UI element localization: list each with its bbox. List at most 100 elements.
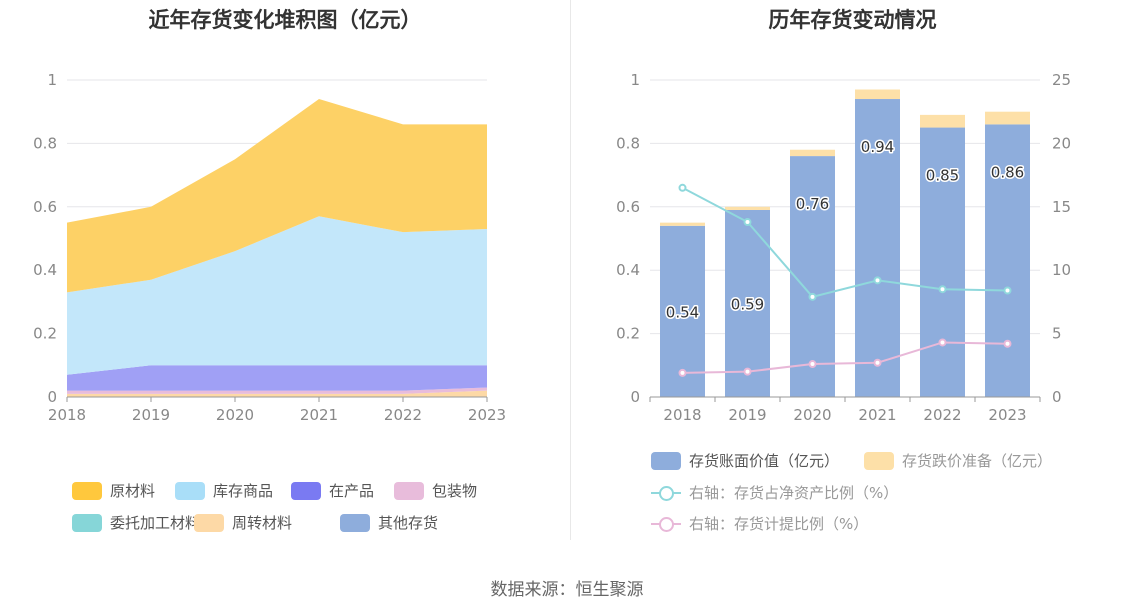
legend-label: 右轴：存货计提比例（%） (689, 515, 869, 533)
inventory-bar-line-panel: 历年存货变动情况 0 0.2 0.4 0.6 0.8 1 0 5 10 15 20 25 0.54 0.5… (571, 0, 1134, 545)
legend-swatch (651, 451, 681, 470)
x-tick-label: 2023 (468, 406, 506, 424)
line-point (808, 360, 817, 369)
line-右轴：存货占净资产比例（%） (682, 186, 1008, 298)
bar-存货跌价准备（亿元） (660, 222, 705, 226)
x-tick-label: 2021 (300, 406, 338, 424)
legend-label: 委托加工材料 (110, 514, 201, 532)
legend-swatch (194, 513, 224, 532)
area-series-库存商品 (67, 216, 487, 375)
y-tick-label: 1 (630, 71, 640, 89)
legend-swatch (340, 513, 370, 532)
area-series-包装物 (67, 387, 487, 394)
bar-存货跌价准备（亿元） (790, 149, 835, 157)
x-tick-label: 2022 (923, 406, 961, 424)
legend-item[interactable]: 右轴：存货计提比例（%） (651, 513, 868, 534)
x-tick-label: 2023 (988, 406, 1026, 424)
legend-swatch (72, 513, 102, 532)
y-tick-label: 1 (47, 71, 57, 89)
line-point (678, 368, 687, 377)
y2-tick-label: 5 (1052, 325, 1062, 343)
legend-label: 其他存货 (378, 514, 439, 532)
legend-swatch (175, 481, 205, 500)
legend-item[interactable]: 其他存货 (340, 512, 438, 533)
bar-存货跌价准备（亿元） (855, 89, 900, 100)
legend-label: 周转材料 (232, 514, 293, 532)
area-series-在产品 (67, 365, 487, 391)
x-tick-label: 2021 (858, 406, 896, 424)
right-chart-title: 历年存货变动情况 (768, 8, 937, 32)
bar-存货账面价值（亿元） (790, 156, 835, 397)
legend-item[interactable]: 在产品 (291, 480, 374, 501)
legend-swatch (394, 481, 424, 500)
y-tick-label: 0.8 (616, 134, 640, 152)
line-point (938, 338, 947, 347)
legend-label: 右轴：存货占净资产比例（%） (689, 484, 899, 502)
bar-存货账面价值（亿元） (725, 209, 770, 397)
bar-value-label: 0.54 (666, 303, 699, 321)
line-point (743, 367, 752, 376)
line-point (938, 285, 947, 294)
legend-label: 存货账面价值（亿元） (689, 452, 840, 470)
bar-value-label: 0.85 (926, 167, 959, 185)
legend-item[interactable]: 周转材料 (194, 512, 292, 533)
legend-swatch (291, 481, 321, 500)
legend-swatch (72, 481, 102, 500)
bar-存货跌价准备（亿元） (920, 114, 965, 128)
legend-swatch (651, 515, 681, 533)
line-point (1003, 286, 1012, 295)
bar-存货账面价值（亿元） (660, 225, 705, 397)
bar-存货账面价值（亿元） (920, 127, 965, 398)
legend-item[interactable]: 库存商品 (175, 480, 273, 501)
y-tick-label: 0.2 (33, 325, 57, 343)
line-point (743, 218, 752, 227)
y2-tick-label: 20 (1052, 134, 1071, 152)
legend-item[interactable]: 包装物 (394, 480, 477, 501)
data-source-note: 数据来源：恒生聚源 (490, 580, 644, 600)
line-右轴：存货计提比例（%） (682, 341, 1008, 374)
x-tick-label: 2019 (728, 406, 766, 424)
legend-item[interactable]: 委托加工材料 (72, 512, 200, 533)
x-tick-label: 2022 (384, 406, 422, 424)
y2-tick-label: 10 (1052, 261, 1071, 279)
legend-item[interactable]: 存货账面价值（亿元） (651, 450, 839, 471)
y-tick-label: 0.4 (616, 261, 640, 279)
legend-item[interactable]: 存货跌价准备（亿元） (864, 450, 1052, 471)
line-point (873, 276, 882, 285)
y-tick-label: 0.2 (616, 325, 640, 343)
x-tick-label: 2018 (48, 406, 86, 424)
bar-存货账面价值（亿元） (855, 99, 900, 398)
legend-label: 库存商品 (213, 482, 274, 500)
y2-tick-label: 0 (1052, 388, 1062, 406)
legend-label: 存货跌价准备（亿元） (902, 452, 1053, 470)
legend-item[interactable]: 右轴：存货占净资产比例（%） (651, 482, 898, 503)
legend-label: 在产品 (329, 482, 375, 500)
legend-label: 包装物 (432, 482, 478, 500)
left-chart-title: 近年存货变化堆积图（亿元） (148, 8, 422, 32)
legend-item[interactable]: 原材料 (72, 480, 155, 501)
legend-label: 原材料 (110, 482, 156, 500)
legend-swatch (864, 451, 894, 470)
x-tick-label: 2018 (663, 406, 701, 424)
legend-swatch (651, 484, 681, 502)
y-tick-label: 0 (630, 388, 640, 406)
stacked-area-chart: 0 0.2 0.4 0.6 0.8 1 2018 2019 2020 2021 2022 2023 (33, 71, 506, 424)
bar-value-label: 0.59 (731, 295, 764, 313)
bar-value-label: 0.94 (861, 138, 894, 156)
y2-tick-label: 15 (1052, 198, 1071, 216)
x-tick-label: 2020 (216, 406, 254, 424)
y-tick-label: 0.6 (616, 198, 640, 216)
line-point (808, 292, 817, 301)
x-tick-label: 2020 (793, 406, 831, 424)
area-series-周转材料 (67, 390, 487, 397)
y-tick-label: 0.4 (33, 261, 57, 279)
y2-tick-label: 25 (1052, 71, 1071, 89)
line-point (873, 358, 882, 367)
inventory-stacked-area-panel: 近年存货变化堆积图（亿元） 0 0.2 0.4 0.6 0.8 1 2018 2019 2020… (0, 0, 570, 545)
bar-存货跌价准备（亿元） (725, 206, 770, 210)
bar-value-label: 0.76 (796, 195, 829, 213)
line-point (1003, 339, 1012, 348)
area-series-原材料 (67, 99, 487, 293)
y-tick-label: 0.6 (33, 198, 57, 216)
